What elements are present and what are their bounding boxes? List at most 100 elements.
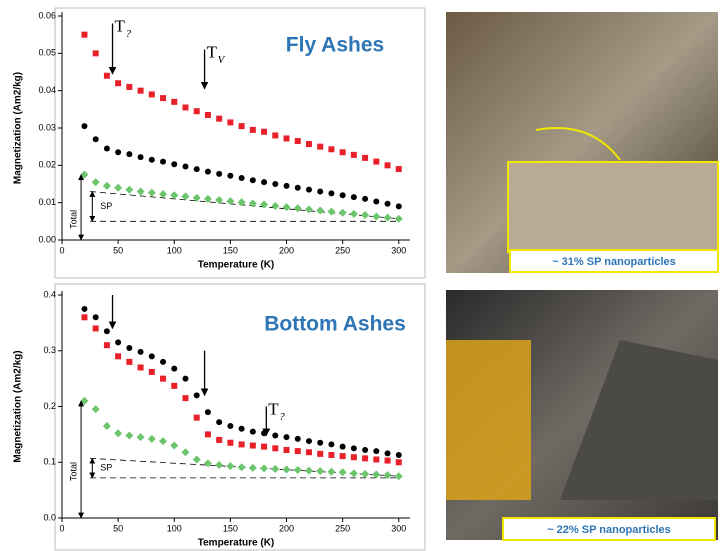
data-point [91, 178, 100, 187]
data-point [126, 344, 133, 351]
data-point [384, 450, 391, 457]
data-point [305, 186, 312, 193]
data-point [103, 145, 110, 152]
chart-title: Bottom Ashes [264, 313, 406, 336]
data-point [383, 471, 392, 480]
x-tick-label: 300 [391, 245, 406, 255]
data-point [216, 419, 223, 426]
annotation-subscript: V [218, 54, 226, 66]
data-point [159, 190, 168, 199]
data-point [373, 198, 380, 205]
data-point [227, 119, 234, 126]
x-tick-label: 250 [335, 523, 350, 533]
data-point [328, 190, 335, 197]
y-tick-label: 0.06 [38, 10, 56, 20]
bracket-label: Total [68, 210, 78, 229]
data-point [114, 183, 123, 192]
data-point [192, 455, 201, 464]
data-point [204, 111, 211, 118]
data-point [92, 314, 99, 321]
data-point [136, 187, 145, 196]
data-point [249, 177, 256, 184]
data-point [362, 446, 369, 453]
data-point [339, 443, 346, 450]
data-point [349, 469, 358, 478]
data-point [395, 166, 402, 173]
data-point [103, 72, 110, 79]
data-point [248, 463, 257, 472]
data-point [261, 128, 268, 135]
data-point [137, 154, 144, 161]
annotation-label: T [115, 16, 126, 35]
data-point [227, 439, 234, 446]
bracket-label: Total [68, 462, 78, 481]
data-point [102, 422, 111, 431]
data-point [293, 204, 302, 213]
data-point [328, 441, 335, 448]
data-point [204, 168, 211, 175]
data-point [227, 172, 234, 179]
chart-title: Fly Ashes [286, 34, 384, 57]
data-point [383, 213, 392, 222]
data-point [193, 108, 200, 115]
data-point [137, 87, 144, 94]
chart-frame [54, 7, 426, 279]
x-tick-label: 100 [167, 245, 182, 255]
x-tick-label: 150 [223, 245, 238, 255]
data-point [338, 468, 347, 477]
data-point [272, 445, 279, 452]
photo-caption: ~ 31% SP nanoparticles [552, 256, 676, 268]
data-point [126, 83, 133, 90]
data-point [249, 442, 256, 449]
x-tick-label: 50 [113, 245, 123, 255]
x-tick-label: 0 [59, 523, 64, 533]
data-point [126, 151, 133, 158]
chart-frame [54, 283, 426, 551]
data-point [339, 192, 346, 199]
data-point [137, 348, 144, 355]
y-tick-label: 0.00 [38, 234, 56, 244]
data-point [126, 358, 133, 365]
data-point [261, 179, 268, 186]
data-point [304, 466, 313, 475]
data-point [327, 467, 336, 476]
annotation-subscript: ? [126, 28, 132, 40]
data-point [171, 382, 178, 389]
data-point [372, 212, 381, 221]
data-point [317, 439, 324, 446]
data-point [115, 339, 122, 346]
bracket-label: SP [100, 462, 112, 472]
data-point [272, 181, 279, 187]
data-point [182, 163, 189, 170]
y-tick-label: 0.03 [38, 122, 56, 132]
data-point [305, 141, 312, 148]
data-point [114, 429, 123, 438]
data-point [282, 465, 291, 474]
data-point [81, 314, 88, 321]
data-point [327, 207, 336, 216]
data-point [148, 353, 155, 360]
data-point [294, 448, 301, 455]
data-point [171, 161, 178, 168]
photo [446, 290, 718, 541]
data-point [249, 126, 256, 133]
y-tick-label: 0.2 [43, 401, 56, 411]
data-point [237, 198, 246, 207]
data-point [81, 31, 88, 38]
data-point [305, 438, 312, 445]
data-point [103, 328, 110, 335]
data-point [193, 392, 200, 399]
data-point [103, 342, 110, 349]
data-point [215, 196, 224, 205]
data-point [148, 156, 155, 163]
data-point [148, 368, 155, 375]
data-point [204, 409, 211, 416]
y-tick-label: 0.3 [43, 345, 56, 355]
data-point [282, 203, 291, 212]
data-point [339, 149, 346, 156]
data-point [137, 364, 144, 371]
data-point [160, 358, 167, 365]
data-point [160, 95, 167, 102]
data-point [373, 448, 380, 455]
data-point [373, 456, 380, 463]
